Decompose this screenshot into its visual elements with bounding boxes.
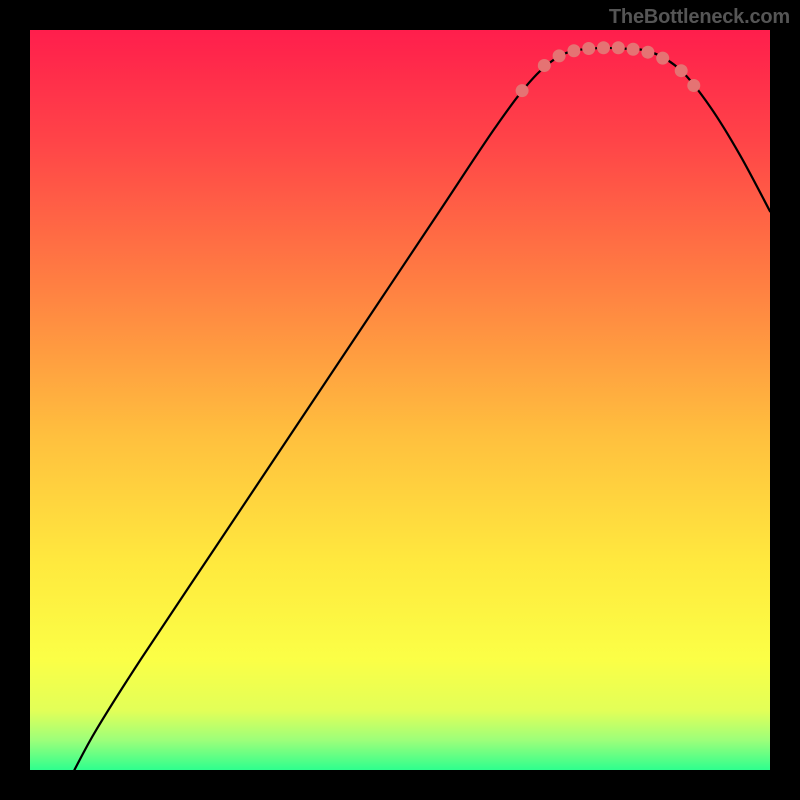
curve-marker [641,46,654,59]
watermark-text: TheBottleneck.com [609,6,790,29]
curve-marker [582,42,595,55]
curve-marker [687,79,700,92]
bottleneck-chart [0,0,800,800]
chart-container: TheBottleneck.com [0,0,800,800]
curve-marker [656,52,669,65]
curve-marker [516,84,529,97]
curve-marker [567,44,580,57]
curve-marker [612,41,625,54]
curve-marker [675,64,688,77]
curve-marker [627,43,640,56]
curve-marker [553,49,566,62]
curve-marker [597,41,610,54]
curve-marker [538,59,551,72]
